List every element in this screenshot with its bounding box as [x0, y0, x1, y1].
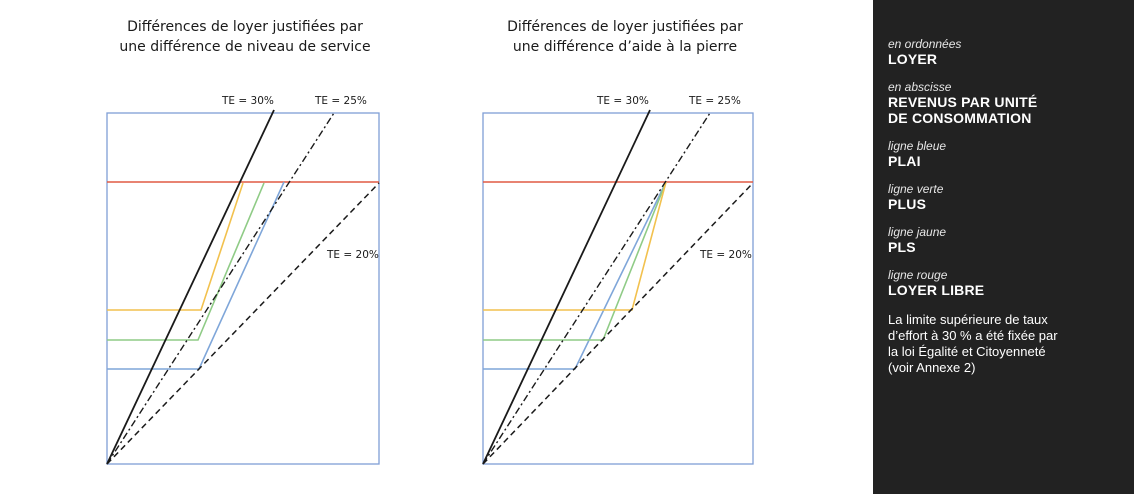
plot-frame — [106, 112, 380, 465]
legend-caption: ligne verte — [888, 182, 944, 196]
diagram-left: TE = 30% TE = 25% TE = 20% — [106, 95, 380, 465]
legend-value: LOYER — [888, 51, 938, 67]
legend-caption: en abscisse — [888, 80, 952, 94]
te-20-label: TE = 20% — [699, 249, 752, 261]
te-25-label: TE = 25% — [688, 95, 741, 107]
legend-entry-blue: ligne bleue PLAI — [888, 139, 1134, 170]
plot-frame — [482, 112, 754, 465]
te-25-label: TE = 25% — [314, 95, 367, 107]
diagram-canvas: TE = 30% TE = 25% TE = 20% TE = 30% TE =… — [106, 95, 754, 465]
legend-caption: ligne bleue — [888, 139, 947, 153]
chart-title-left: Différences de loyer justifiées par une … — [90, 17, 400, 57]
plai-line — [483, 181, 667, 370]
legend-value: LOYER LIBRE — [888, 282, 985, 298]
pls-line — [483, 181, 667, 311]
diagram-right: TE = 30% TE = 25% TE = 20% — [482, 95, 754, 465]
te-25-line — [106, 112, 335, 465]
chart-title-line: Différences de loyer justifiées par — [507, 19, 743, 35]
te-30-line — [106, 109, 275, 465]
chart-title-line: Différences de loyer justifiées par — [127, 19, 363, 35]
chart-title-line: une différence de niveau de service — [119, 39, 371, 55]
legend-note: La limite supérieure de taux d’effort à … — [888, 312, 1058, 375]
legend-value: PLUS — [888, 196, 927, 212]
legend-entry-green: ligne verte PLUS — [888, 182, 1134, 213]
legend-caption: ligne jaune — [888, 225, 947, 239]
te-25-line — [482, 112, 711, 465]
te-20-label: TE = 20% — [326, 249, 379, 261]
plus-line — [107, 182, 265, 341]
plus-line — [483, 181, 667, 341]
legend-entry-x-axis: en abscisse REVENUS PAR UNITÉ DE CONSOMM… — [888, 80, 1134, 127]
te-30-label: TE = 30% — [596, 95, 649, 107]
te-20-line — [106, 182, 380, 465]
legend-value: PLAI — [888, 153, 921, 169]
pls-line — [107, 182, 244, 311]
legend-value: PLS — [888, 239, 916, 255]
legend-caption: en ordonnées — [888, 37, 962, 51]
legend-caption: ligne rouge — [888, 268, 948, 282]
legend-entry-yellow: ligne jaune PLS — [888, 225, 1134, 256]
legend-entry-red: ligne rouge LOYER LIBRE — [888, 268, 1134, 299]
te-30-label: TE = 30% — [221, 95, 274, 107]
te-20-line — [482, 182, 754, 465]
legend-sidebar: en ordonnées LOYER en abscisse REVENUS P… — [873, 0, 1134, 494]
chart-title-right: Différences de loyer justifiées par une … — [470, 17, 780, 57]
te-30-line — [482, 109, 651, 465]
chart-title-line: une différence d’aide à la pierre — [512, 39, 738, 55]
legend-value: REVENUS PAR UNITÉ DE CONSOMMATION — [888, 94, 1038, 126]
legend-entry-y-axis: en ordonnées LOYER — [888, 37, 1134, 68]
